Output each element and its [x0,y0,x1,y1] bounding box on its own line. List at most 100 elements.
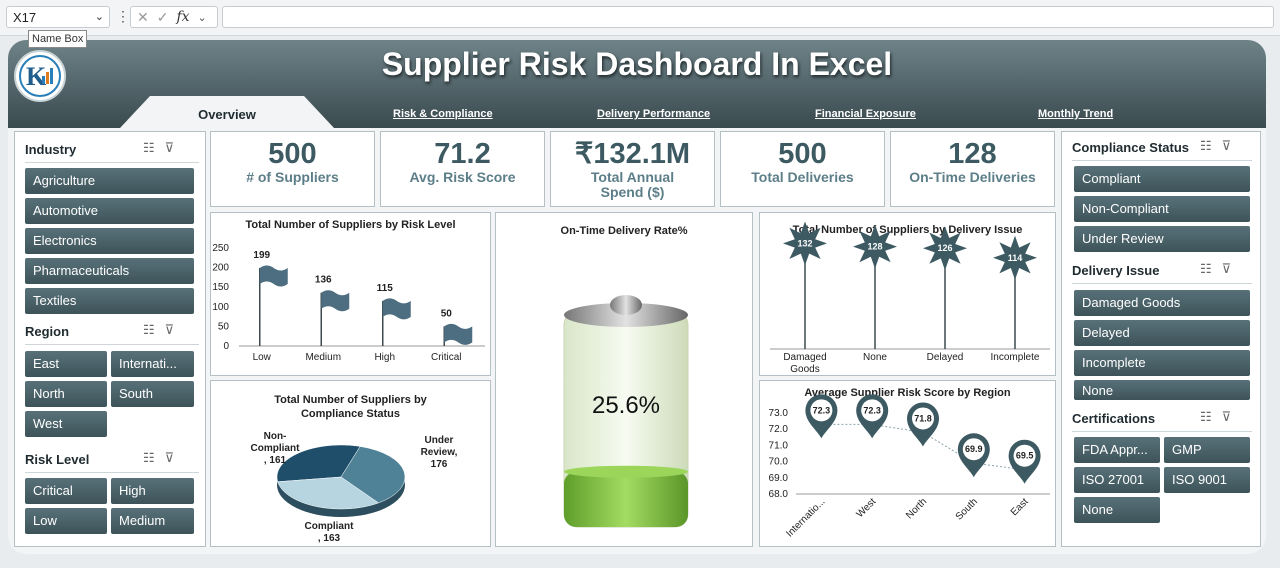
clear-filter-icon[interactable]: ⊽ [164,322,185,337]
star-mark [923,226,967,271]
kpi-label: Avg. Risk Score [409,169,516,185]
y-tick-label: 68.0 [769,489,789,500]
slicer-item-cert-none[interactable]: None [1074,497,1160,523]
multi-select-icon[interactable]: ☷ [1200,409,1222,424]
slicer-item-east[interactable]: East [25,351,107,377]
slicer-item-iso-27001[interactable]: ISO 27001 [1074,467,1160,493]
slicer-item-medium[interactable]: Medium [111,508,194,534]
insert-function-icon[interactable]: fx [176,9,190,25]
svg-text:K: K [26,62,47,91]
x-tick-label: South [954,496,980,522]
compliance-slicer-title: Compliance Status [1072,140,1190,155]
multi-select-icon[interactable]: ☷ [143,140,165,155]
kpi-value: 500 [268,138,317,170]
slicer-item-under-review[interactable]: Under Review [1074,226,1250,252]
slicer-item-automotive[interactable]: Automotive [25,198,194,224]
slicer-item-agriculture[interactable]: Agriculture [25,168,194,194]
slicer-item-damaged-goods[interactable]: Damaged Goods [1074,290,1250,316]
flag-mark [259,265,288,287]
slicer-item-electronics[interactable]: Electronics [25,228,194,254]
clear-filter-icon[interactable]: ⊽ [1221,261,1242,276]
kpi-card-on-time: 128 On-Time Deliveries [890,131,1055,207]
data-label: 50 [441,308,453,319]
slicer-item-south[interactable]: South [111,381,194,407]
slicer-item-west[interactable]: West [25,411,107,437]
tab-financial-exposure[interactable]: Financial Exposure [815,108,916,120]
name-box-tooltip: Name Box [28,30,88,48]
data-label: 126 [937,243,952,253]
slicer-item-non-compliant[interactable]: Non-Compliant [1074,196,1250,222]
tab-delivery-performance[interactable]: Delivery Performance [597,108,711,120]
chevron-down-icon[interactable]: ⌄ [197,11,207,24]
chart-risk-level: Total Number of Suppliers by Risk Level … [210,212,491,376]
slicer-item-textiles[interactable]: Textiles [25,288,194,314]
cancel-icon[interactable]: ✕ [137,8,149,25]
kpi-value: ₹132.1M [574,138,691,170]
chart-risk-level-svg: 250 200 150 100 50 0 199 Low 136 Medium 115 High 50 C… [212,243,485,363]
formula-input[interactable] [222,6,1274,28]
kpi-card-annual-spend: ₹132.1M Total Annual Spend ($) [550,131,715,207]
clear-filter-icon[interactable]: ⊽ [1221,409,1242,424]
slicer-item-incomplete[interactable]: Incomplete [1074,350,1250,376]
more-options-icon[interactable]: ⋮ [116,8,130,24]
data-label: 115 [377,283,394,294]
divider [25,472,199,473]
data-label: 132 [797,238,812,248]
slicer-item-north[interactable]: North [25,381,107,407]
pie-slice [276,444,361,483]
slicer-item-gmp[interactable]: GMP [1164,437,1250,463]
multi-select-icon[interactable]: ☷ [143,322,165,337]
y-tick-label: 200 [212,263,229,274]
confirm-icon[interactable]: ✓ [156,8,169,25]
certifications-slicer-controls: ☷⊽ [1200,409,1241,425]
divider [25,162,199,163]
battery-fill [564,471,688,527]
series-line [821,423,1025,471]
slicer-item-critical[interactable]: Critical [25,478,107,504]
risk-level-slicer-title: Risk Level [25,452,90,467]
multi-select-icon[interactable]: ☷ [1200,138,1222,153]
slicer-item-delayed[interactable]: Delayed [1074,320,1250,346]
tab-monthly-trend[interactable]: Monthly Trend [1038,108,1114,120]
data-label: 69.9 [965,444,983,454]
chevron-down-icon[interactable]: ⌄ [94,11,104,23]
kpi-label: Total Annual Spend ($) [590,169,675,200]
data-label: Compliant, 163 [305,521,355,544]
clear-filter-icon[interactable]: ⊽ [164,450,185,465]
divider [1072,283,1252,284]
data-label: Non-Compliant, 161 [251,431,301,466]
slicer-item-iso-9001[interactable]: ISO 9001 [1164,467,1250,493]
clear-filter-icon[interactable]: ⊽ [164,140,185,155]
chart-region-score: Average Supplier Risk Score by Region 73… [759,380,1056,547]
slicer-item-international[interactable]: Internati... [111,351,194,377]
kpi-value: 71.2 [434,138,491,170]
industry-slicer-controls: ☷⊽ [143,140,184,156]
battery-gauge-svg: 25.6% [563,295,689,528]
y-tick-label: 73.0 [769,408,789,419]
data-label: 128 [867,242,882,252]
multi-select-icon[interactable]: ☷ [143,450,165,465]
pin-inner [912,407,934,430]
chart-title: Total Number of Suppliers by Delivery Is… [792,224,1023,236]
formula-controls: ✕ ✓ fx ⌄ [130,6,218,28]
slicer-item-pharmaceuticals[interactable]: Pharmaceuticals [25,258,194,284]
clear-filter-icon[interactable]: ⊽ [1221,138,1242,153]
slicer-item-fda-approved[interactable]: FDA Appr... [1074,437,1160,463]
multi-select-icon[interactable]: ☷ [1200,261,1222,276]
kpi-label: # of Suppliers [246,169,339,185]
slicer-item-compliant[interactable]: Compliant [1074,166,1250,192]
tab-overview[interactable]: Overview [120,96,334,128]
formula-bar: X17 ⌄ ⋮ ✕ ✓ fx ⌄ [0,0,1280,36]
region-slicer-title: Region [25,324,70,339]
pin-inner [861,399,884,422]
region-slicer-controls: ☷⊽ [143,322,184,338]
slicer-item-low[interactable]: Low [25,508,107,534]
tab-risk-compliance[interactable]: Risk & Compliance [393,108,493,120]
x-tick-label: North [904,496,929,521]
slicer-item-none[interactable]: None [1074,380,1250,400]
name-box[interactable]: X17 ⌄ [6,6,110,28]
x-tick-label: Internatio... [784,496,827,539]
y-tick-label: 0 [223,341,229,352]
slicer-item-high[interactable]: High [111,478,194,504]
